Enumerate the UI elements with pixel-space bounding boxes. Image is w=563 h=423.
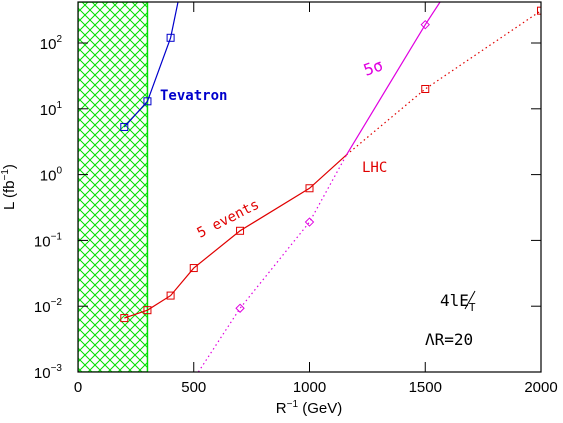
y-tick-base: 10 [34, 233, 51, 250]
y-tick-label: 100 [40, 166, 63, 185]
y-tick-exponent: 0 [56, 166, 62, 177]
line [346, 10, 541, 156]
y-tick-label: 10−2 [34, 297, 63, 316]
marker [143, 97, 152, 106]
marker [537, 6, 541, 15]
x-label-sup: −1 [287, 399, 299, 410]
y-tick-base: 10 [40, 168, 57, 185]
marker [304, 217, 315, 227]
annotation: Tevatron [160, 88, 227, 104]
excluded-region [78, 2, 149, 372]
line [123, 2, 179, 128]
marker [305, 184, 314, 193]
x-tick-label: 0 [74, 379, 82, 396]
y-tick-base: 10 [40, 36, 57, 53]
marker [420, 19, 430, 30]
signature-symbol: E [459, 291, 469, 310]
x-tick-label: 500 [181, 379, 206, 396]
signature: 4lET [440, 291, 476, 314]
y-tick-exponent: 1 [56, 100, 62, 111]
annotation: 5σ [361, 55, 386, 79]
y-label-text: L (fb [1, 180, 18, 209]
signature-subscript: T [469, 301, 476, 314]
annotation: 5 events [195, 197, 262, 242]
marker [120, 122, 129, 131]
x-label-suffix: (GeV) [298, 400, 342, 417]
x-axis-label: R−1 (GeV) [276, 399, 342, 417]
y-axis-label: L (fb−1) [0, 164, 18, 210]
marker [235, 303, 245, 313]
y-tick-base: 10 [34, 299, 51, 316]
y-label-suffix: ) [1, 164, 18, 169]
line [346, 2, 441, 156]
y-tick-exponent: −3 [51, 363, 63, 374]
y-tick-base: 10 [34, 365, 51, 382]
marker [143, 306, 152, 315]
marker [120, 314, 129, 323]
y-tick-label: 10−1 [34, 231, 63, 250]
x-label-text: R [276, 400, 287, 417]
y-tick-exponent: −1 [51, 231, 63, 242]
marker [166, 291, 175, 300]
x-tick-label: 2000 [524, 379, 557, 396]
marker [189, 264, 198, 273]
marker [236, 226, 245, 235]
signature-text: 4l [440, 291, 459, 310]
marker [166, 33, 175, 42]
y-tick-base: 10 [40, 102, 57, 119]
annotation: LHC [362, 160, 387, 176]
marker [421, 84, 430, 93]
line [124, 154, 347, 319]
annotation: ΛR=20 [425, 330, 473, 349]
y-tick-label: 101 [40, 100, 63, 119]
slash [464, 290, 476, 310]
y-tick-label: 10−3 [34, 363, 63, 382]
y-tick-label: 102 [40, 34, 63, 53]
y-tick-exponent: −2 [51, 297, 63, 308]
line [197, 154, 348, 372]
y-tick-exponent: 2 [56, 34, 62, 45]
x-tick-label: 1000 [293, 379, 326, 396]
x-tick-label: 1500 [409, 379, 442, 396]
y-label-sup: −1 [0, 169, 11, 181]
